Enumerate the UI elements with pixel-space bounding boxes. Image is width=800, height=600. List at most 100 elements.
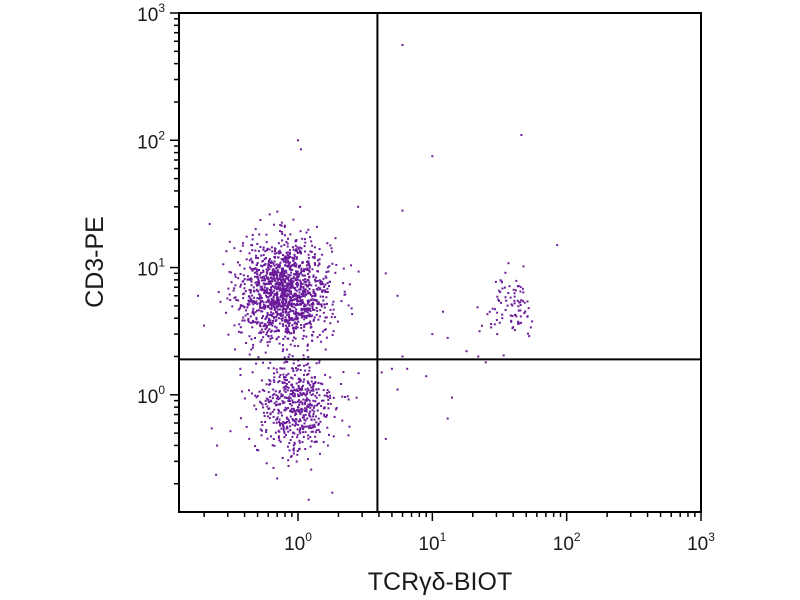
data-point — [276, 274, 279, 277]
data-point — [287, 397, 290, 400]
data-point — [321, 330, 324, 333]
data-point — [265, 274, 268, 277]
data-point — [309, 293, 312, 296]
data-point — [273, 306, 276, 309]
data-point — [263, 264, 265, 267]
data-point — [284, 316, 287, 319]
data-point — [287, 356, 290, 359]
data-point — [317, 429, 320, 431]
data-point — [295, 294, 297, 297]
data-point — [501, 313, 504, 316]
data-point — [292, 370, 295, 373]
data-point — [274, 325, 277, 328]
data-point — [301, 300, 304, 303]
data-point — [275, 283, 278, 286]
data-point — [281, 400, 284, 403]
data-point — [282, 293, 285, 296]
data-point — [250, 268, 253, 271]
data-point — [304, 274, 307, 277]
data-point — [263, 277, 266, 280]
data-point — [252, 346, 254, 349]
data-point — [258, 332, 261, 335]
data-point — [297, 139, 299, 142]
data-point — [298, 380, 301, 383]
data-point — [252, 311, 255, 314]
data-point — [513, 299, 516, 302]
data-point — [259, 305, 262, 308]
data-point — [248, 353, 251, 356]
data-point — [313, 418, 316, 421]
data-point — [305, 317, 308, 319]
data-point — [292, 395, 295, 398]
data-point — [283, 430, 286, 433]
data-point — [302, 294, 305, 297]
data-point — [296, 312, 299, 314]
data-point — [319, 309, 322, 312]
data-point — [305, 264, 308, 267]
data-point — [289, 397, 292, 400]
data-point — [233, 296, 236, 299]
data-point — [262, 301, 265, 304]
data-point — [314, 382, 316, 385]
data-point — [314, 435, 317, 438]
data-point — [511, 327, 514, 330]
data-point — [396, 294, 399, 297]
data-point — [285, 383, 288, 385]
data-point — [299, 230, 302, 233]
data-point — [328, 265, 331, 268]
data-point — [288, 421, 291, 424]
data-point — [237, 299, 240, 302]
data-point — [283, 226, 286, 228]
data-point — [308, 283, 311, 286]
data-point — [279, 367, 282, 370]
data-point — [302, 414, 305, 417]
data-point — [297, 393, 300, 396]
data-point — [282, 373, 285, 376]
data-point — [266, 341, 269, 344]
data-point — [321, 291, 324, 293]
data-point — [526, 315, 529, 318]
data-point — [321, 289, 324, 292]
data-point — [239, 285, 242, 288]
data-point — [303, 422, 306, 425]
data-point — [285, 276, 288, 279]
data-point — [258, 302, 261, 305]
data-point — [310, 440, 313, 443]
data-point — [268, 248, 271, 251]
data-point — [284, 264, 287, 267]
data-point — [357, 205, 360, 208]
data-point — [275, 306, 278, 309]
data-point — [257, 321, 260, 324]
data-point — [296, 436, 299, 439]
data-point — [256, 322, 258, 325]
data-point — [312, 383, 315, 386]
data-point — [283, 378, 286, 381]
data-point — [298, 447, 301, 450]
data-point — [261, 317, 264, 320]
data-point — [270, 304, 273, 307]
data-point — [291, 324, 294, 327]
data-point — [307, 356, 310, 358]
data-point — [323, 329, 326, 331]
data-point — [273, 316, 276, 319]
data-point — [279, 276, 282, 279]
data-point — [256, 273, 259, 276]
data-point — [325, 271, 328, 274]
data-point — [292, 277, 295, 280]
data-point — [295, 308, 298, 311]
data-point — [401, 209, 404, 212]
data-point — [288, 317, 291, 320]
data-point — [279, 264, 281, 267]
data-point — [286, 328, 289, 331]
data-point — [288, 262, 291, 265]
data-point — [304, 431, 307, 434]
data-point — [290, 404, 293, 407]
data-point — [274, 431, 277, 434]
data-point — [260, 402, 263, 404]
data-point — [278, 298, 281, 301]
y-tick-label: 103 — [137, 1, 165, 26]
data-point — [519, 290, 522, 293]
data-point — [326, 242, 329, 245]
data-point — [504, 271, 507, 274]
data-point — [306, 387, 309, 390]
